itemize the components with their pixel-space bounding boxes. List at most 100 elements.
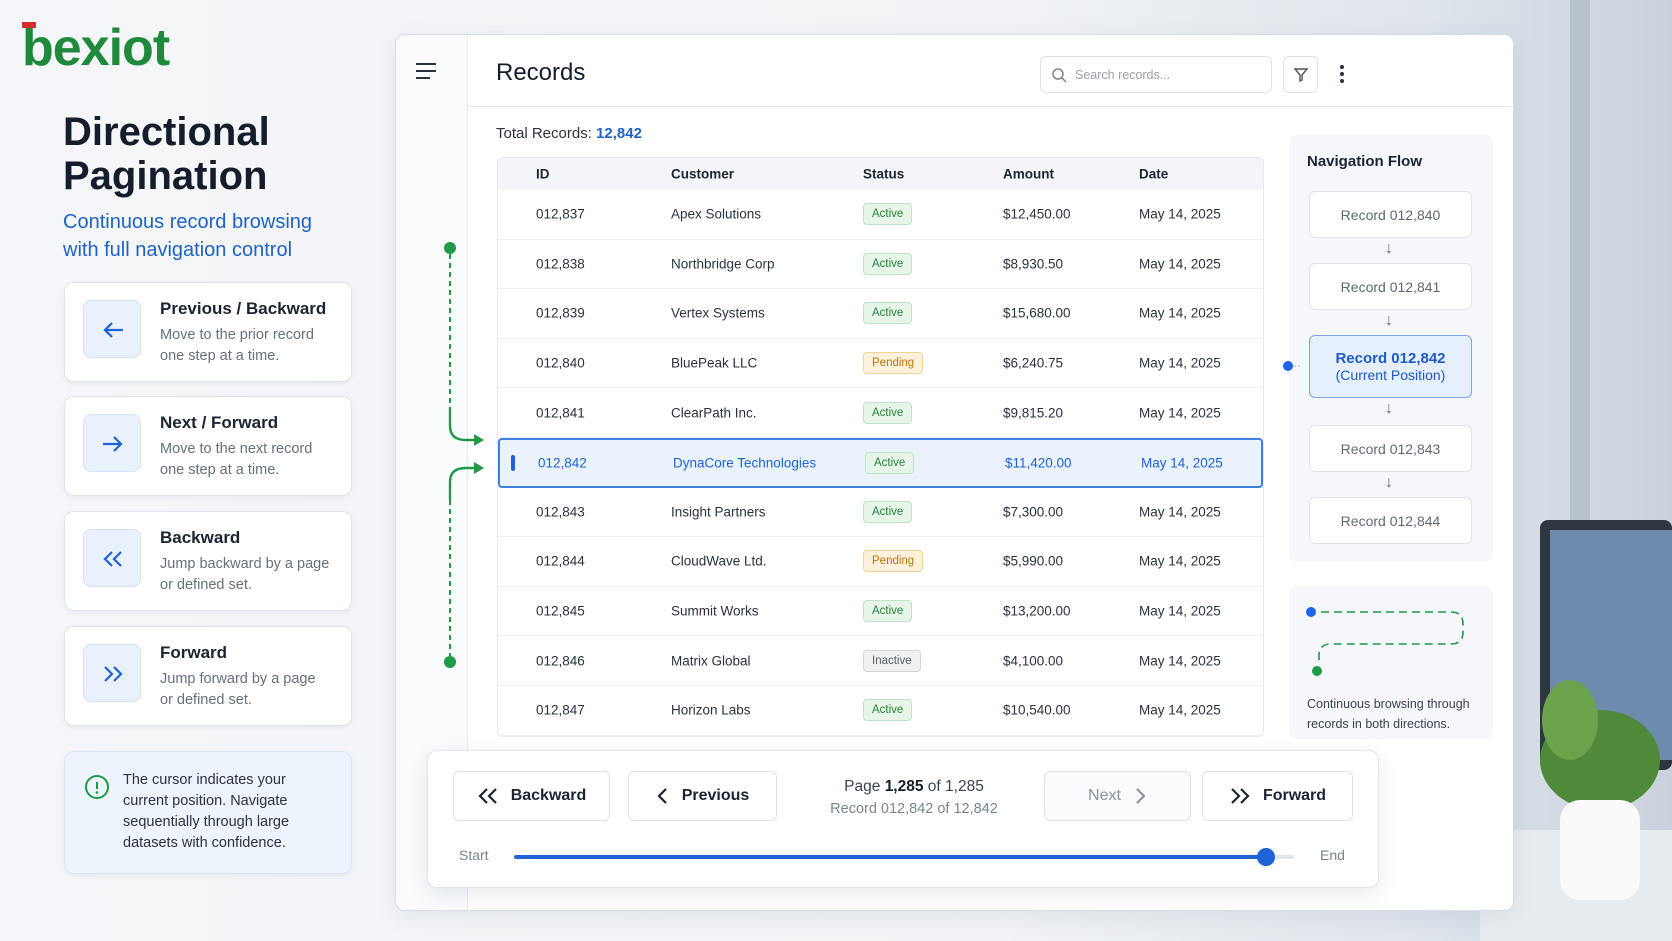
right-icon: [1136, 788, 1146, 804]
feature-desc: Jump backward by a page or defined set.: [160, 556, 330, 593]
table-cell: $10,540.00: [1003, 702, 1071, 718]
status-badge: Active: [863, 252, 913, 275]
next-button[interactable]: Next: [1044, 771, 1191, 821]
table-cell: ClearPath Inc.: [671, 405, 757, 421]
flow-label: Record 012,840: [1340, 206, 1441, 223]
table-cell: May 14, 2025: [1139, 553, 1221, 569]
table-row[interactable]: 012,840 BluePeak LLC Pending $6,240.75 May 1…: [498, 339, 1263, 389]
column-header: Customer: [671, 166, 735, 182]
feature-glyph: [104, 666, 123, 682]
table-cell: 012,845: [536, 603, 585, 619]
current-dot: [1283, 361, 1300, 371]
table-cell: BluePeak LLC: [671, 355, 758, 371]
header-divider: [468, 106, 1513, 107]
forward-label: Forward: [1262, 787, 1327, 804]
table-cell: Horizon Labs: [671, 702, 751, 718]
table-cell: 012,840: [536, 355, 585, 371]
column-header: ID: [536, 166, 550, 182]
table-row[interactable]: 012,839 Vertex Systems Active $15,680.00 May…: [498, 289, 1263, 339]
table-cell: May 14, 2025: [1139, 305, 1221, 321]
status-badge: Inactive: [863, 649, 921, 672]
page-current: 1,285: [884, 778, 924, 795]
subtitle: Continuous record browsing with full nav…: [63, 211, 313, 261]
table-cell: $13,200.00: [1003, 603, 1071, 619]
previous-label: Previous: [681, 787, 750, 804]
backward-button[interactable]: Backward: [453, 771, 610, 821]
start-label: Start: [459, 847, 489, 863]
table-cell: May 14, 2025: [1139, 355, 1221, 371]
flow-current: Record 012,842 (Current Position): [1309, 335, 1472, 398]
table-row[interactable]: 012,841 ClearPath Inc. Active $9,815.20 May …: [498, 388, 1263, 438]
table-cell: $9,815.20: [1003, 405, 1064, 421]
table-cell: May 14, 2025: [1139, 256, 1221, 272]
filter-button[interactable]: [1283, 56, 1318, 93]
flow-current-note: (Current Position): [1335, 367, 1446, 383]
logo-accent: [22, 22, 36, 28]
flow-title: Navigation Flow: [1307, 153, 1423, 170]
table-row[interactable]: 012,846 Matrix Global Inactive $4,100.00 May…: [498, 636, 1263, 686]
table-cell: May 14, 2025: [1139, 603, 1221, 619]
flow-item: Record 012,844: [1309, 497, 1472, 544]
table-cell: 012,838: [536, 256, 585, 272]
backward-label: Backward: [510, 787, 587, 804]
table-row[interactable]: 012,843 Insight Partners Active $7,300.00 Ma…: [498, 488, 1263, 538]
info-note: The cursor indicates your current positi…: [64, 751, 352, 874]
table-row[interactable]: 012,837 Apex Solutions Active $12,450.00 May…: [498, 190, 1263, 240]
table-cell: $6,240.75: [1003, 355, 1064, 371]
table-row[interactable]: 012,845 Summit Works Active $13,200.00 May 1…: [498, 587, 1263, 637]
search-placeholder: Search records...: [1075, 68, 1171, 82]
table-cell: May 14, 2025: [1139, 206, 1221, 222]
pagination-bar: Backward Previous Page 1,285 of 1,285 Re…: [427, 750, 1379, 888]
progress-slider[interactable]: [514, 845, 1294, 869]
table-cell: 012,837: [536, 206, 585, 222]
previous-button[interactable]: Previous: [628, 771, 777, 821]
table-row[interactable]: 012,847 Horizon Labs Active $10,540.00 May 1…: [498, 686, 1263, 736]
feature-card: Next / Forward Move to the next record on…: [64, 396, 352, 496]
status-badge: Active: [863, 699, 913, 722]
table-cell: $7,300.00: [1003, 504, 1064, 520]
double-left-icon: [478, 788, 497, 804]
table-cell: DynaCore Technologies: [673, 455, 817, 471]
search-box[interactable]: Search records...: [1040, 56, 1272, 93]
feature-title: Previous / Backward: [160, 299, 327, 318]
table-cell: Northbridge Corp: [671, 256, 775, 272]
feature-title: Forward: [160, 643, 228, 662]
feature-title: Backward: [160, 528, 241, 547]
flow-item: Record 012,843: [1309, 425, 1472, 472]
flow-label: Record 012,844: [1340, 512, 1441, 529]
table-cell: May 14, 2025: [1139, 653, 1221, 669]
forward-button[interactable]: Forward: [1202, 771, 1353, 821]
selected-row[interactable]: 012,842 DynaCore Technologies Active $11,42…: [498, 438, 1263, 488]
feature-desc: Jump forward by a page or defined set.: [160, 671, 316, 708]
table-cell: 012,847: [536, 702, 585, 718]
flow-arrow: ↓: [1385, 240, 1393, 257]
table-row[interactable]: 012,838 Northbridge Corp Active $8,930.50 Ma…: [498, 240, 1263, 290]
direction-indicator: [444, 242, 484, 668]
navigation-flow: Navigation Flow Record 012,840 ↓ Record 01…: [1289, 135, 1493, 562]
total-value: 12,842: [596, 125, 642, 142]
flow-label: Record 012,843: [1340, 440, 1441, 457]
feature-card: Forward Jump forward by a page or defined…: [64, 626, 352, 726]
flow-note: Continuous browsing through records in b…: [1307, 697, 1470, 731]
column-header: Status: [863, 166, 905, 182]
table-cell: $11,420.00: [1005, 455, 1072, 471]
feature-glyph: [103, 322, 123, 338]
flow-item: Record 012,841: [1309, 263, 1472, 310]
feature-icon: [83, 529, 141, 587]
feature-icon: [83, 300, 141, 358]
feature-glyph: [103, 551, 122, 567]
feature-glyph: [103, 436, 123, 452]
table-cell: Apex Solutions: [671, 206, 762, 222]
column-header: Amount: [1003, 166, 1054, 182]
menu-button[interactable]: [414, 61, 438, 81]
cursor-marker: [511, 455, 515, 471]
flow-arrow: ↓: [1385, 312, 1393, 329]
table-cell: May 14, 2025: [1139, 504, 1221, 520]
table-row[interactable]: 012,844 CloudWave Ltd. Pending $5,990.00 May…: [498, 537, 1263, 587]
feature-desc: Move to the prior record one step at a t…: [160, 327, 314, 364]
table-cell: CloudWave Ltd.: [671, 553, 767, 569]
table-cell: 012,841: [536, 405, 585, 421]
app-title: Records: [496, 59, 586, 86]
total-label: Total Records:: [496, 125, 592, 142]
more-button[interactable]: [1336, 62, 1348, 86]
